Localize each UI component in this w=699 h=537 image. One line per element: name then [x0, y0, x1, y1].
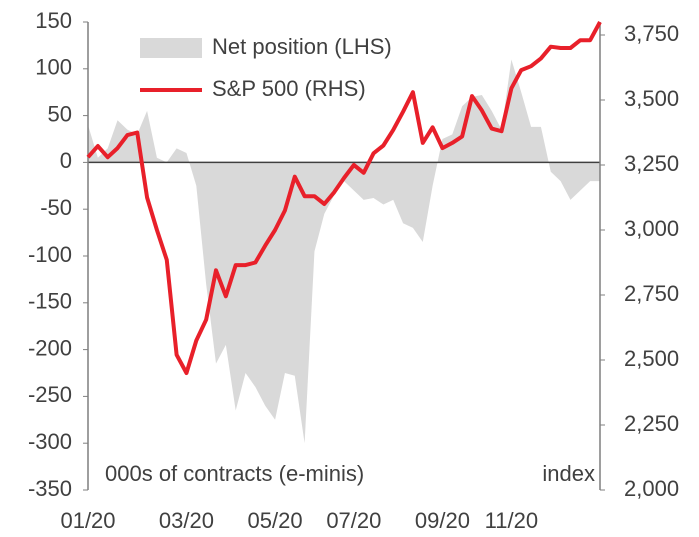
x-tick-label: 11/20: [485, 508, 538, 533]
x-tick-label: 05/20: [248, 508, 303, 533]
right-axis-note: index: [542, 461, 595, 486]
legend-label: S&P 500 (RHS): [212, 76, 366, 101]
y-tick-label: -150: [28, 289, 72, 314]
y2-tick-label: 2,000: [624, 476, 679, 501]
y2-tick-label: 2,250: [624, 411, 679, 436]
y-tick-label: -50: [40, 195, 72, 220]
y2-tick-label: 2,750: [624, 281, 679, 306]
legend-label: Net position (LHS): [212, 34, 392, 59]
y-tick-label: -250: [28, 382, 72, 407]
y-tick-label: -100: [28, 242, 72, 267]
legend-swatch: [140, 38, 202, 58]
x-tick-label: 01/20: [60, 508, 115, 533]
y2-tick-label: 3,250: [624, 151, 679, 176]
y-tick-label: 0: [60, 148, 72, 173]
net-position-area: [88, 59, 600, 444]
sp500-line: [86, 21, 602, 375]
x-tick-label: 07/20: [326, 508, 381, 533]
y-tick-label: 50: [48, 101, 72, 126]
y2-tick-label: 3,500: [624, 86, 679, 111]
y2-tick-label: 3,000: [624, 216, 679, 241]
y2-tick-label: 3,750: [624, 21, 679, 46]
x-tick-label: 03/20: [159, 508, 214, 533]
y-tick-label: -300: [28, 429, 72, 454]
y-tick-label: -200: [28, 335, 72, 360]
left-axis-note: 000s of contracts (e-minis): [105, 461, 364, 486]
y2-tick-label: 2,500: [624, 346, 679, 371]
x-tick-label: 09/20: [415, 508, 470, 533]
y-tick-label: 100: [35, 55, 72, 80]
y-tick-label: -350: [28, 476, 72, 501]
y-tick-label: 150: [35, 8, 72, 33]
